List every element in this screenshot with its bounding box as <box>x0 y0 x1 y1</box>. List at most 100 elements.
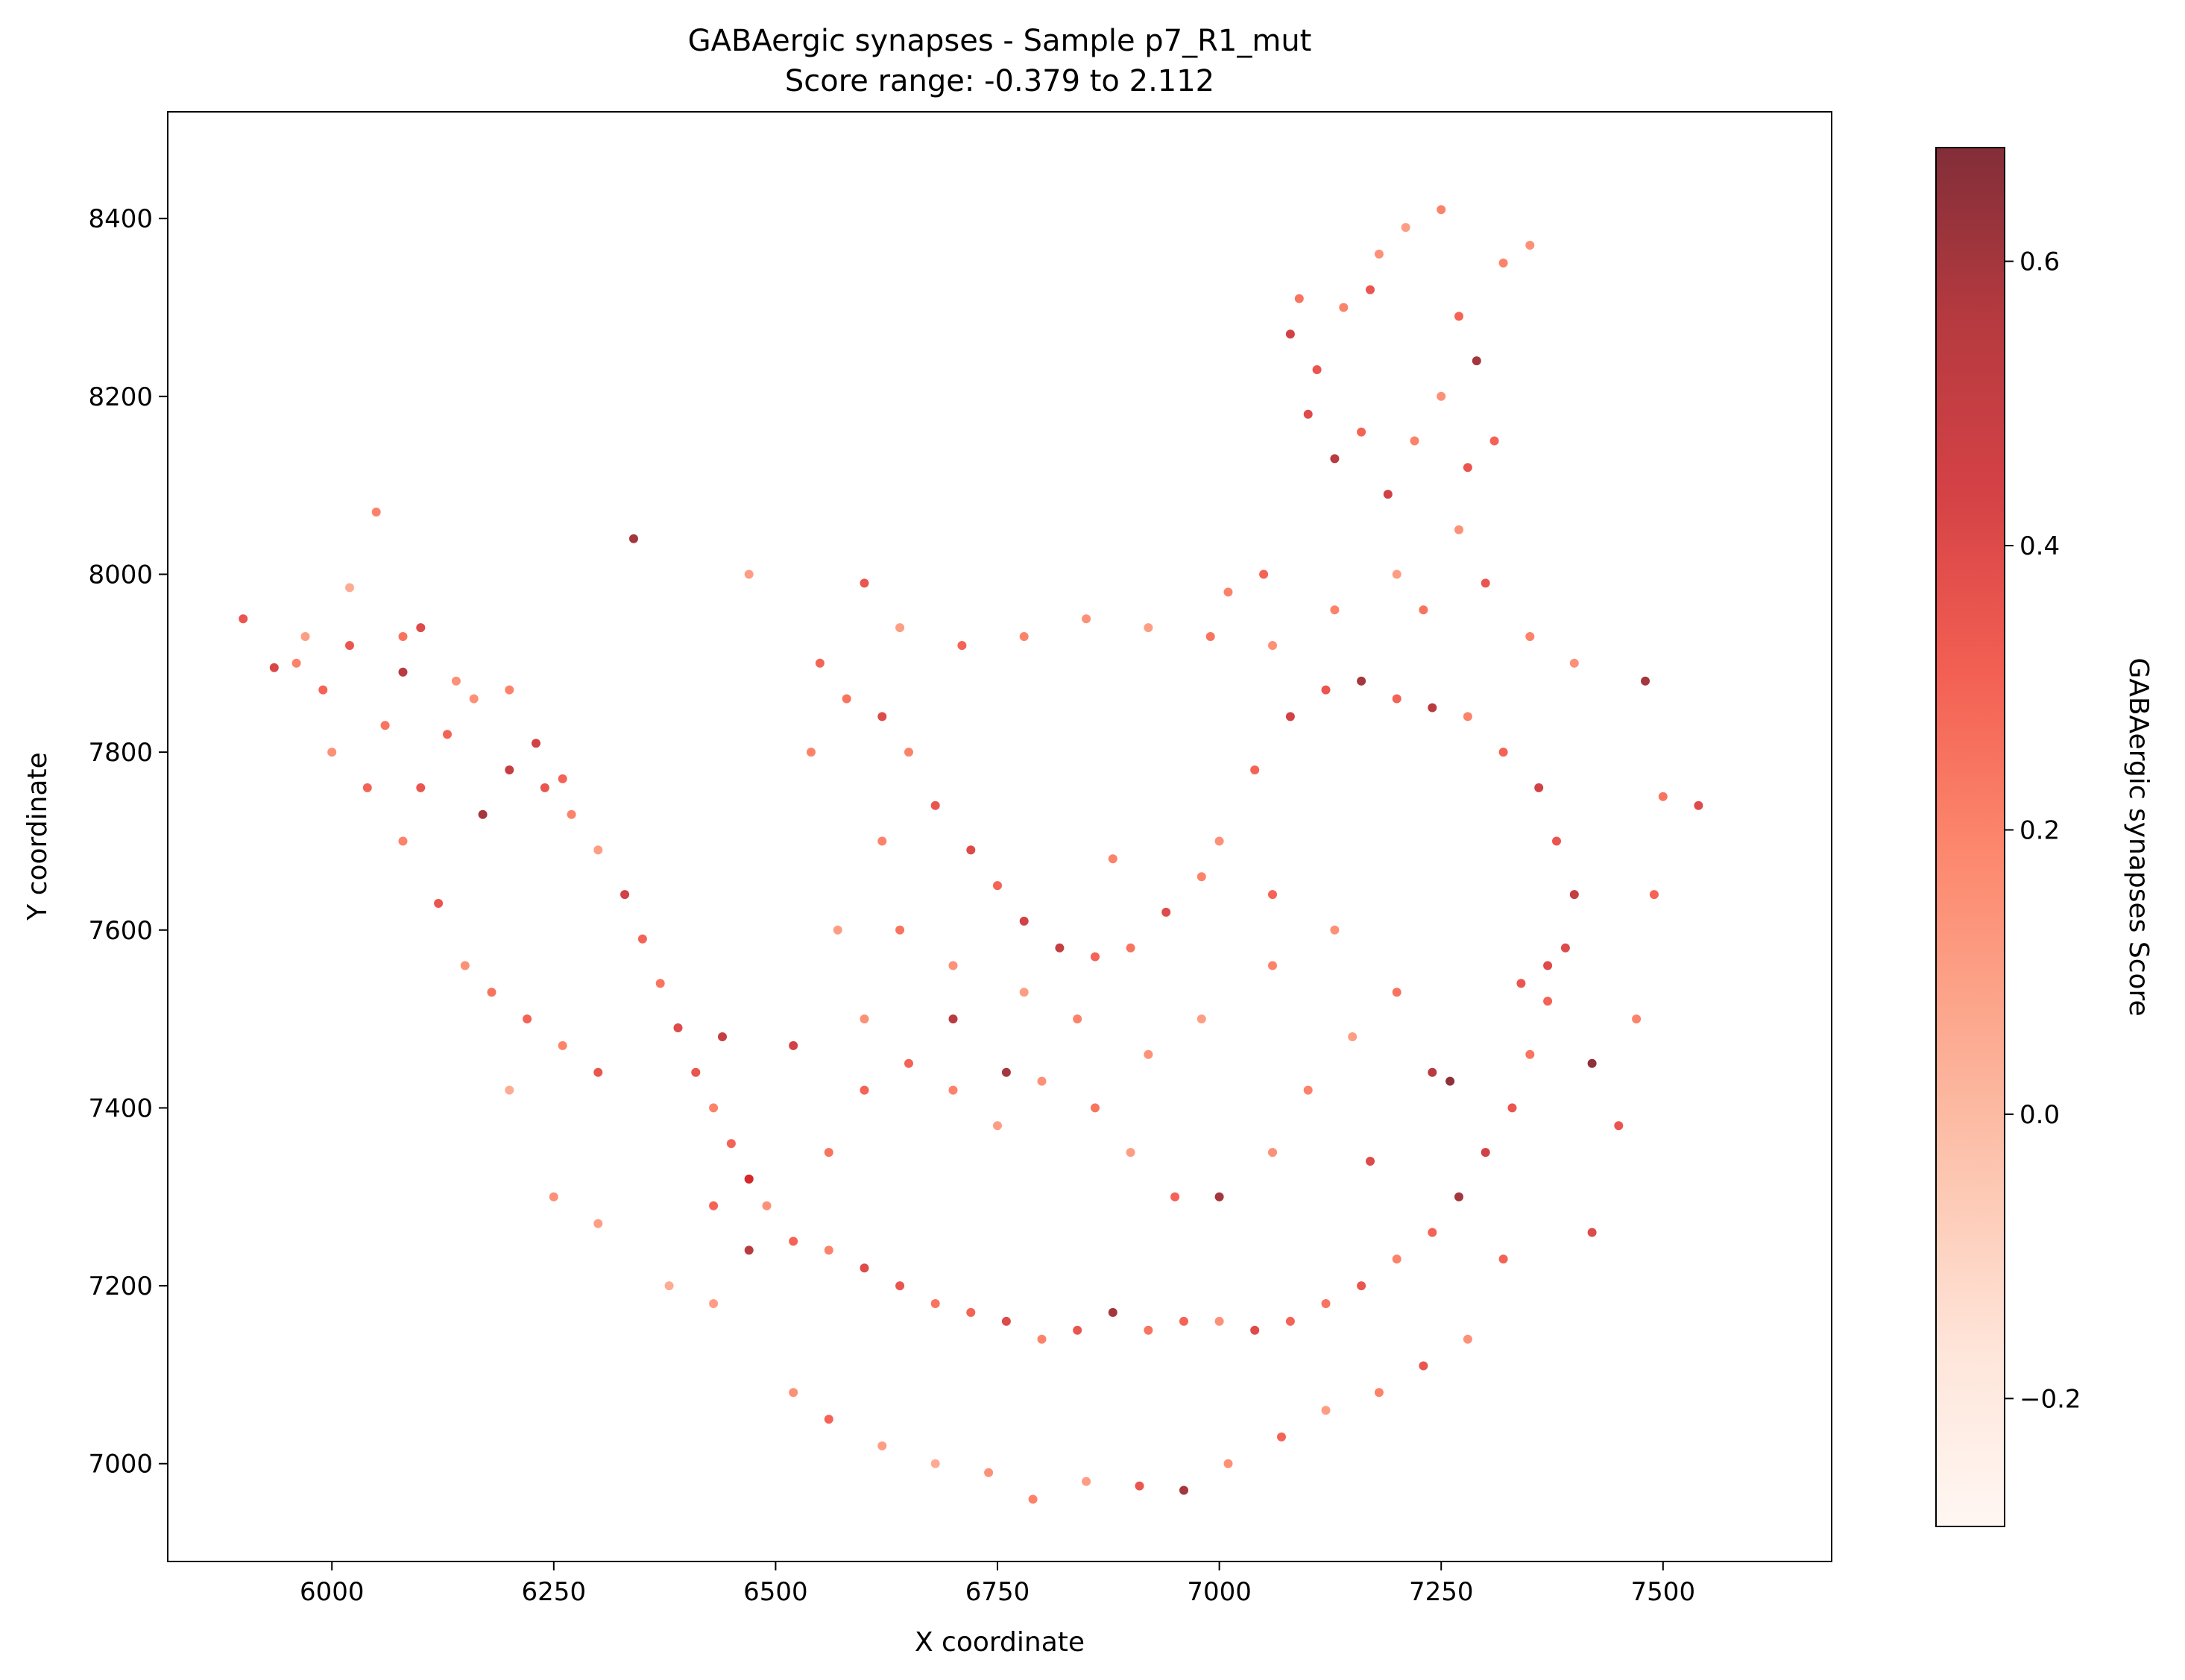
data-point <box>1454 525 1463 534</box>
data-point <box>807 748 816 757</box>
data-point <box>558 1040 567 1050</box>
data-point <box>1028 1494 1038 1504</box>
data-point <box>1357 676 1366 686</box>
data-point <box>239 614 248 624</box>
data-point <box>567 809 576 819</box>
data-point <box>860 1014 869 1024</box>
chart-subtitle: Score range: -0.379 to 2.112 <box>785 64 1214 98</box>
data-point <box>1463 1334 1472 1344</box>
x-axis-label: X coordinate <box>915 1627 1085 1658</box>
y-tick-label: 7800 <box>88 738 153 768</box>
data-point <box>1454 312 1463 321</box>
data-point <box>1560 943 1570 953</box>
data-point <box>877 836 887 846</box>
data-point <box>434 899 444 908</box>
data-point <box>1170 1192 1180 1201</box>
data-point <box>673 1023 683 1032</box>
data-point <box>1428 703 1437 713</box>
data-point <box>505 1085 514 1095</box>
data-point <box>1019 916 1029 926</box>
data-point <box>1419 1361 1428 1371</box>
data-point <box>1073 1014 1082 1024</box>
data-point <box>1525 1049 1535 1059</box>
data-point <box>1366 1157 1375 1166</box>
data-point <box>904 748 913 757</box>
y-axis-label: Y coordinate <box>22 752 53 920</box>
data-point <box>1481 1148 1490 1158</box>
data-point <box>1091 1103 1100 1113</box>
data-point <box>860 1085 869 1095</box>
data-point <box>416 783 426 792</box>
data-point <box>824 1245 833 1255</box>
data-point <box>291 658 301 668</box>
data-point <box>1214 1316 1224 1326</box>
data-point <box>1223 587 1233 597</box>
data-point <box>269 663 279 672</box>
data-point <box>842 694 851 704</box>
data-point <box>1001 1316 1011 1326</box>
data-point <box>1498 1254 1508 1264</box>
y-tick-label: 8200 <box>88 382 153 412</box>
data-point <box>948 1014 958 1024</box>
data-point <box>1285 712 1295 721</box>
data-point <box>1507 1103 1517 1113</box>
data-point <box>505 685 514 695</box>
colorbar-tick-label: 0.6 <box>2020 247 2060 277</box>
data-point <box>1196 1014 1206 1024</box>
data-point <box>1534 783 1544 792</box>
data-point <box>1498 258 1508 268</box>
data-point <box>1463 463 1472 473</box>
data-point <box>1126 1148 1135 1158</box>
data-point <box>1348 1032 1358 1041</box>
data-point <box>1658 792 1668 801</box>
data-point <box>1144 1325 1153 1335</box>
data-point <box>930 1299 940 1308</box>
data-point <box>451 676 461 686</box>
y-axis-ticks: 7000 7200 7400 7600 7800 8000 8200 8400 <box>88 204 168 1480</box>
data-point <box>709 1299 719 1308</box>
x-axis-ticks: 6000 6250 6500 6750 7000 7250 7500 <box>300 1561 1695 1607</box>
data-point <box>904 1058 913 1068</box>
data-point <box>824 1415 833 1424</box>
data-point <box>895 925 905 935</box>
data-point <box>1250 1325 1260 1335</box>
data-point <box>718 1032 727 1041</box>
data-point <box>1392 694 1402 704</box>
data-point <box>362 783 372 792</box>
data-point <box>1196 872 1206 882</box>
data-point <box>1144 1049 1153 1059</box>
data-point <box>1552 836 1561 846</box>
data-point <box>443 730 452 739</box>
data-point <box>532 739 540 748</box>
data-point <box>1330 925 1340 935</box>
data-point <box>833 925 842 935</box>
data-point <box>1073 1325 1082 1335</box>
data-point <box>1641 676 1650 686</box>
data-point <box>1214 836 1224 846</box>
data-point <box>1303 409 1313 419</box>
data-point <box>629 534 638 543</box>
data-point <box>371 508 381 517</box>
data-point <box>1250 765 1260 774</box>
colorbar-ticks: −0.2 0.0 0.2 0.4 0.6 <box>2005 247 2081 1414</box>
data-point <box>1587 1228 1597 1237</box>
data-point <box>744 1245 754 1255</box>
y-tick-label: 8000 <box>88 560 153 590</box>
y-tick-label: 7600 <box>88 916 153 946</box>
data-point <box>993 881 1002 891</box>
data-point <box>1321 1406 1331 1415</box>
data-point <box>993 1121 1002 1131</box>
data-point <box>1428 1228 1437 1237</box>
data-point <box>1179 1485 1188 1495</box>
data-point <box>318 685 328 695</box>
data-point <box>762 1201 772 1210</box>
data-point <box>469 694 479 704</box>
data-point <box>1082 1477 1091 1486</box>
data-point <box>655 979 665 988</box>
data-point <box>1126 943 1135 953</box>
data-point <box>877 1441 887 1450</box>
data-point <box>478 809 488 819</box>
data-point <box>1285 1316 1295 1326</box>
x-tick-label: 6000 <box>300 1577 365 1607</box>
